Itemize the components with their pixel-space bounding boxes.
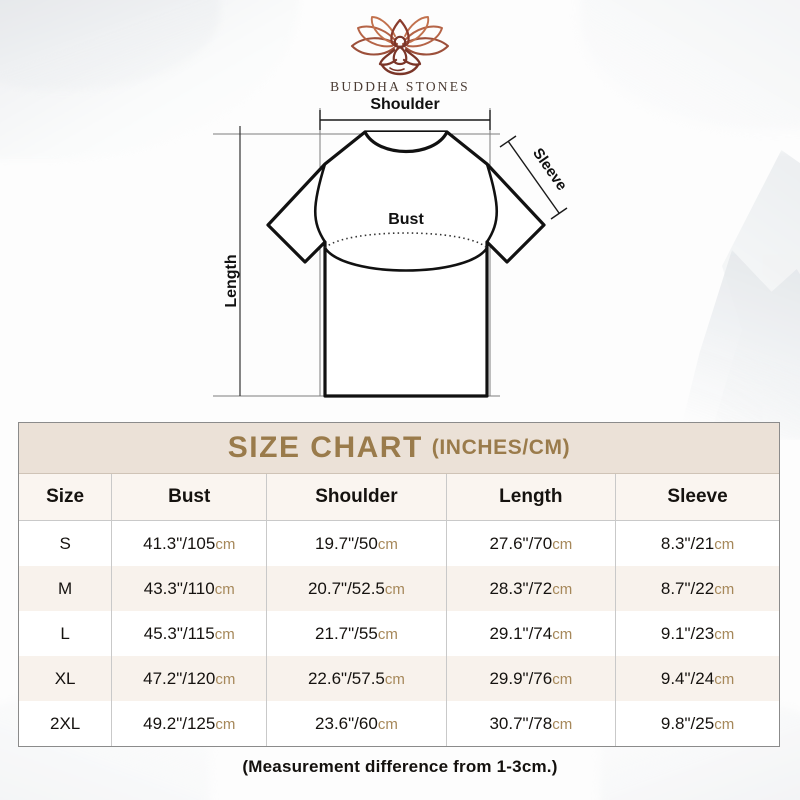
lotus-meditation-icon — [350, 16, 450, 76]
length-label: Length — [223, 254, 240, 307]
cell-sleeve: 9.8"/25cm — [615, 701, 779, 746]
cell-size: XL — [19, 656, 113, 701]
tshirt-measurement-diagram: Shoulder Length Bust Sleeve — [213, 96, 570, 398]
size-chart-table: SIZE CHART (INCHES/CM) Size Bust Shoulde… — [18, 422, 780, 747]
cell-shoulder: 20.7"/52.5cm — [266, 566, 447, 611]
brand-name: BUDDHA STONES — [330, 79, 470, 94]
sleeve-dimension — [499, 135, 568, 220]
cell-length: 30.7"/78cm — [446, 701, 617, 746]
cell-sleeve: 9.1"/23cm — [615, 611, 779, 656]
cell-shoulder: 21.7"/55cm — [266, 611, 447, 656]
measurement-footnote: (Measurement difference from 1-3cm.) — [242, 757, 558, 776]
cell-length: 27.6"/70cm — [446, 520, 617, 566]
cell-shoulder: 22.6"/57.5cm — [266, 656, 447, 701]
cell-shoulder: 23.6"/60cm — [266, 701, 447, 746]
cell-sleeve: 8.3"/21cm — [615, 520, 779, 566]
cell-sleeve: 8.7"/22cm — [615, 566, 779, 611]
collar-outline — [363, 130, 449, 153]
column-header-shoulder: Shoulder — [266, 474, 447, 521]
shoulder-label: Shoulder — [370, 96, 439, 113]
right-armhole-seam — [485, 162, 499, 244]
column-header-size: Size — [19, 474, 113, 521]
sleeve-label: Sleeve — [529, 145, 570, 194]
size-chart-title-band: SIZE CHART (INCHES/CM) — [19, 423, 779, 474]
cell-sleeve: 9.4"/24cm — [615, 656, 779, 701]
size-chart-title-units: (INCHES/CM) — [431, 436, 571, 459]
bust-ellipse-bottom — [323, 247, 489, 272]
cell-bust: 43.3"/110cm — [111, 566, 268, 611]
table-row: 2XL 49.2"/125cm 23.6"/60cm 30.7"/78cm 9.… — [19, 701, 779, 746]
cell-size: 2XL — [19, 701, 113, 746]
table-row: M 43.3"/110cm 20.7"/52.5cm 28.3"/72cm 8.… — [19, 566, 779, 611]
cell-length: 29.9"/76cm — [446, 656, 617, 701]
shoulder-dimension — [319, 110, 491, 130]
measurements-table: Size Bust Shoulder Length Sleeve S 41.3"… — [19, 474, 779, 746]
cell-size: S — [19, 520, 113, 566]
left-armhole-seam — [313, 162, 327, 244]
cell-size: L — [19, 611, 113, 656]
column-header-bust: Bust — [111, 474, 268, 521]
cell-bust: 45.3"/115cm — [111, 611, 268, 656]
brand-logo: BUDDHA STONES — [0, 14, 800, 95]
column-header-length: Length — [446, 474, 617, 521]
bust-label: Bust — [388, 211, 424, 228]
table-row: XL 47.2"/120cm 22.6"/57.5cm 29.9"/76cm 9… — [19, 656, 779, 701]
size-chart-title: SIZE CHART — [227, 431, 423, 464]
column-header-sleeve: Sleeve — [615, 474, 779, 521]
cell-length: 28.3"/72cm — [446, 566, 617, 611]
cell-bust: 41.3"/105cm — [111, 520, 268, 566]
cell-bust: 47.2"/120cm — [111, 656, 268, 701]
tshirt-outline — [266, 130, 546, 398]
cell-shoulder: 19.7"/50cm — [266, 520, 447, 566]
table-header-row: Size Bust Shoulder Length Sleeve — [19, 474, 779, 521]
table-row: L 45.3"/115cm 21.7"/55cm 29.1"/74cm 9.1"… — [19, 611, 779, 656]
cell-bust: 49.2"/125cm — [111, 701, 268, 746]
cell-length: 29.1"/74cm — [446, 611, 617, 656]
table-row: S 41.3"/105cm 19.7"/50cm 27.6"/70cm 8.3"… — [19, 520, 779, 566]
cell-size: M — [19, 566, 113, 611]
